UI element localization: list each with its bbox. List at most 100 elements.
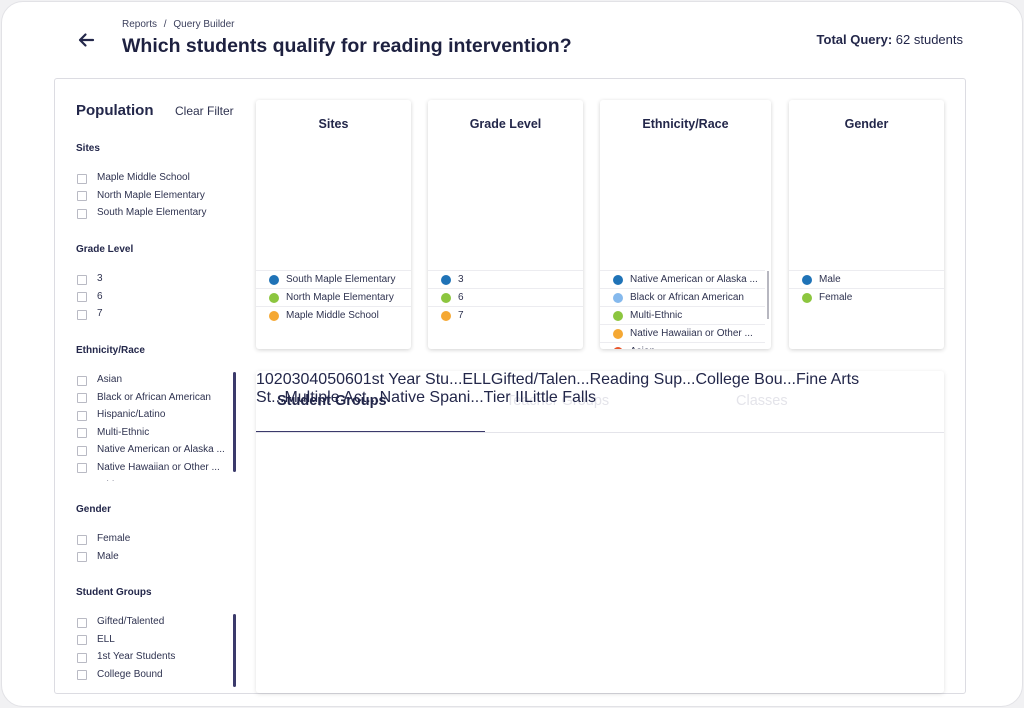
- filter-option: Male: [76, 548, 228, 566]
- option-label: Native Hawaiian or Other ...: [97, 461, 220, 473]
- legend-item: Multi-Ethnic: [600, 306, 765, 324]
- filter-option: Female: [76, 530, 228, 548]
- filter-option: Native American or Alaska ...: [76, 441, 228, 459]
- filter-option: South Maple Elementary: [76, 204, 228, 222]
- checkbox[interactable]: [77, 393, 87, 404]
- scrollbar: [233, 614, 236, 687]
- checkbox[interactable]: [77, 617, 87, 628]
- legend-label: Black or African American: [630, 292, 744, 303]
- pie-card: Sites South Maple Elementary North Maple E…: [256, 100, 411, 349]
- back-arrow[interactable]: [76, 31, 96, 49]
- filter-options: Asian Black or African American Hispanic/L…: [76, 371, 228, 481]
- filter-option: North Maple Elementary: [76, 187, 228, 205]
- legend-item: Male: [789, 270, 944, 288]
- breadcrumb-link[interactable]: Reports: [122, 19, 158, 30]
- tab[interactable]: Teacher Groups: [506, 393, 610, 409]
- option-label: 7: [97, 308, 103, 320]
- legend-label: Native Hawaiian or Other ...: [630, 328, 753, 339]
- breadcrumb-link[interactable]: Query Builder: [173, 19, 235, 30]
- x-tick-label: ELL: [462, 371, 491, 388]
- checkbox[interactable]: [77, 173, 87, 184]
- option-label: Hispanic/Latino: [97, 409, 166, 421]
- legend-item: Black or African American: [600, 288, 765, 306]
- legend-label: Male: [819, 274, 841, 285]
- y-tick-label: 40: [309, 371, 328, 388]
- option-label: 6: [97, 290, 103, 302]
- legend-item: Maple Middle School: [256, 306, 411, 324]
- legend-swatch: [613, 274, 623, 285]
- option-label: 3: [97, 273, 103, 284]
- checkbox[interactable]: [77, 274, 87, 285]
- legend-swatch: [613, 328, 623, 339]
- checkbox[interactable]: [77, 292, 87, 303]
- checkbox[interactable]: [77, 534, 87, 545]
- total-query: Total Query: 62 students: [817, 32, 963, 47]
- legend: Male Female: [789, 270, 944, 349]
- total-value: 62 students: [895, 32, 963, 47]
- filter-heading: Grade Level: [76, 244, 134, 255]
- checkbox[interactable]: [77, 208, 87, 219]
- tab[interactable]: Classes: [736, 393, 788, 409]
- checkbox[interactable]: [77, 670, 87, 681]
- x-tick-label: Gifted/Talen...: [490, 371, 590, 388]
- filter-option: ELL: [76, 631, 228, 649]
- checkbox[interactable]: [77, 635, 87, 646]
- legend-swatch: [802, 292, 812, 303]
- checkbox[interactable]: [77, 552, 87, 563]
- checkbox[interactable]: [77, 309, 87, 320]
- option-label: College Bound: [97, 668, 163, 680]
- breadcrumb: Reports / Query Builder: [122, 19, 235, 30]
- tab[interactable]: Student Groups: [277, 393, 387, 409]
- filter-heading: Ethnicity/Race: [76, 345, 145, 356]
- legend-swatch: [441, 274, 451, 285]
- x-tick-label: Multiple Act...: [284, 389, 380, 406]
- clear-filter[interactable]: Clear Filter: [175, 104, 234, 118]
- filter-heading: Gender: [76, 504, 112, 515]
- option-label: Female: [97, 533, 131, 544]
- legend-swatch: [441, 310, 451, 321]
- checkbox[interactable]: [77, 463, 87, 474]
- legend: 3 6 7: [428, 270, 583, 349]
- breadcrumb-separator: /: [163, 19, 167, 30]
- y-tick-label: 50: [327, 371, 345, 388]
- y-tick-label: 10: [256, 371, 274, 388]
- filter-option: 6: [76, 288, 228, 306]
- checkbox[interactable]: [77, 410, 87, 421]
- main-panel: [54, 78, 966, 694]
- legend-swatch: [613, 310, 623, 321]
- page-title: Which students qualify for reading inter…: [122, 35, 572, 57]
- legend-swatch: [269, 292, 279, 303]
- legend-swatch: [613, 346, 623, 349]
- legend-label: Maple Middle School: [286, 310, 379, 321]
- filter-options: Maple Middle School North Maple Elementar…: [76, 169, 228, 222]
- legend-item: North Maple Elementary: [256, 288, 411, 306]
- legend-label: North Maple Elementary: [286, 292, 394, 303]
- legend-item: South Maple Elementary: [256, 270, 411, 288]
- checkbox[interactable]: [77, 428, 87, 439]
- filter-option: Black or African American: [76, 389, 228, 407]
- legend-label: Asian: [630, 343, 655, 349]
- filter-option: White: [76, 477, 228, 481]
- checkbox[interactable]: [77, 652, 87, 663]
- legend-label: Native American or Alaska ...: [630, 274, 758, 285]
- option-label: White: [97, 477, 123, 481]
- tab-panel: Student Groups Teacher Groups Classes 10203…: [256, 371, 944, 693]
- x-tick-label: Little Falls: [523, 389, 596, 406]
- x-tick-label: Tier II: [483, 389, 524, 406]
- legend-swatch: [613, 292, 623, 303]
- filter-option: Native Hawaiian or Other ...: [76, 459, 228, 477]
- legend-label: 6: [458, 292, 464, 303]
- legend-swatch: [269, 274, 279, 285]
- pie-card: Gender Male Female: [789, 100, 944, 349]
- scrollbar: [767, 271, 769, 319]
- checkbox[interactable]: [77, 375, 87, 386]
- option-label: ELL: [97, 633, 115, 645]
- filter-option: Hispanic/Latino: [76, 406, 228, 424]
- filter-option: Multi-Ethnic: [76, 424, 228, 442]
- filter-title: Population: [76, 102, 154, 119]
- checkbox[interactable]: [77, 445, 87, 456]
- y-tick-label: 60: [344, 371, 363, 388]
- bar-chart: 1020304050601st Year Stu...ELLGifted/Tal…: [256, 371, 944, 407]
- checkbox[interactable]: [77, 191, 87, 202]
- filter-options: Female Male: [76, 530, 228, 565]
